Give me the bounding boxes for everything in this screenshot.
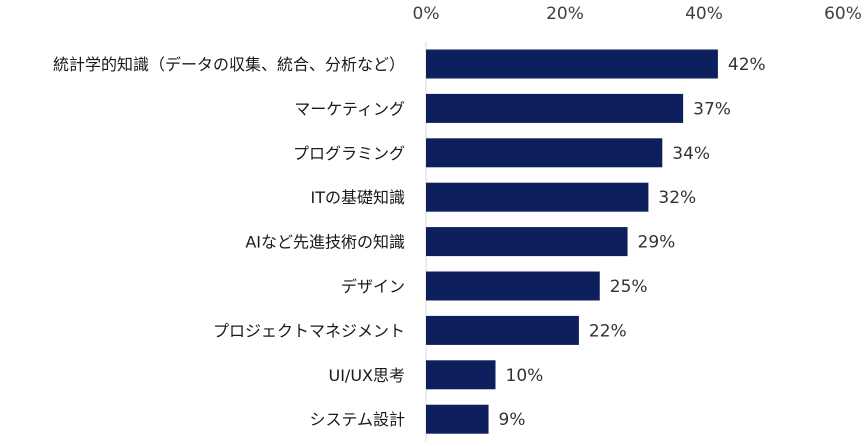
value-label: 25% xyxy=(610,277,648,297)
bar xyxy=(426,404,489,434)
value-label: 42% xyxy=(728,55,766,75)
bar xyxy=(426,182,649,212)
x-tick-label: 20% xyxy=(546,4,584,24)
category-label: ITの基礎知識 xyxy=(311,188,406,207)
value-label: 10% xyxy=(506,366,544,386)
category-label: UI/UX思考 xyxy=(329,366,406,385)
x-tick-label: 0% xyxy=(413,4,440,24)
value-label: 22% xyxy=(589,321,627,341)
bar xyxy=(426,138,663,168)
x-tick-label: 40% xyxy=(685,4,723,24)
x-tick-label: 60% xyxy=(824,4,862,24)
bar xyxy=(426,360,496,390)
bar xyxy=(426,227,628,257)
bars xyxy=(426,49,718,434)
value-label: 29% xyxy=(638,233,676,253)
value-labels: 42% 37% 34% 32% 29% 25% 22% 10% 9% xyxy=(499,55,766,430)
bar xyxy=(426,315,579,345)
value-label: 37% xyxy=(693,99,731,119)
value-label: 9% xyxy=(499,410,526,430)
bar xyxy=(426,49,718,79)
category-label: AIなど先進技術の知識 xyxy=(245,233,405,252)
x-axis-ticks: 0% 20% 40% 60% xyxy=(413,4,862,24)
value-label: 32% xyxy=(658,188,696,208)
category-label: プログラミング xyxy=(293,144,405,163)
bar xyxy=(426,271,600,301)
value-label: 34% xyxy=(672,144,710,164)
category-label: 統計学的知識（データの収集、統合、分析など） xyxy=(53,55,405,74)
bar xyxy=(426,93,684,123)
category-label: システム設計 xyxy=(309,410,405,429)
category-label: マーケティング xyxy=(294,99,405,118)
category-label: プロジェクトマネジメント xyxy=(213,321,405,340)
category-label: デザイン xyxy=(341,277,405,296)
